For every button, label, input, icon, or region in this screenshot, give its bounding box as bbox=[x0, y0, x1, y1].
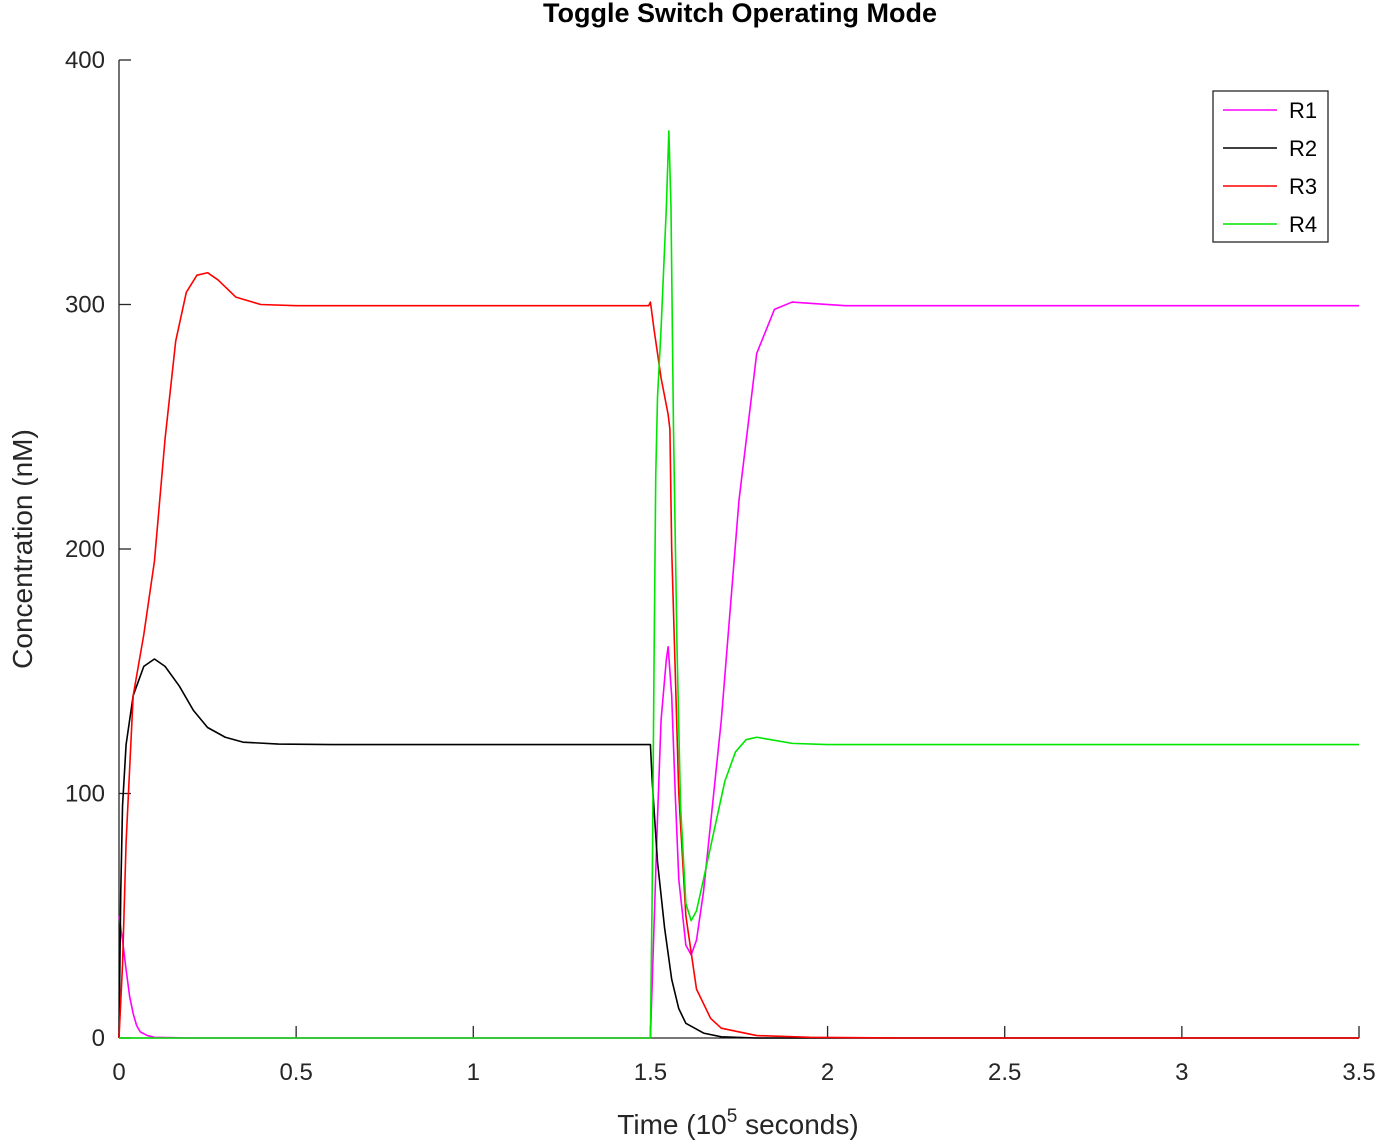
y-axis-label: Concentration (nM) bbox=[7, 429, 38, 669]
legend-box bbox=[1212, 90, 1329, 243]
x-axis-label-suffix: seconds) bbox=[737, 1109, 858, 1140]
chart-title: Toggle Switch Operating Mode bbox=[543, 0, 937, 28]
legend-label-r4: R4 bbox=[1289, 212, 1317, 237]
x-axis-label-superscript: 5 bbox=[727, 1106, 738, 1127]
x-axis-label-prefix: Time (10 bbox=[617, 1109, 726, 1140]
legend-label-r1: R1 bbox=[1289, 98, 1317, 123]
legend: R1 R2 R3 R4 bbox=[1212, 90, 1329, 243]
legend-label-r3: R3 bbox=[1289, 174, 1317, 199]
x-tick-label: 2.5 bbox=[988, 1059, 1021, 1086]
x-tick-label: 1 bbox=[467, 1059, 480, 1086]
x-tick-label: 3 bbox=[1175, 1059, 1188, 1086]
y-tick-label: 100 bbox=[65, 781, 105, 808]
x-tick-label: 1.5 bbox=[634, 1059, 667, 1086]
series-line-r4 bbox=[119, 130, 1359, 1039]
x-tick-label: 0 bbox=[112, 1059, 125, 1086]
series-line-r3 bbox=[118, 271, 1359, 1039]
series-line-r1 bbox=[118, 301, 1359, 1039]
legend-label-r2: R2 bbox=[1289, 136, 1317, 161]
x-axis-label: Time (105 seconds) bbox=[617, 1106, 858, 1140]
series-lines bbox=[118, 130, 1359, 1039]
series-line-r2 bbox=[118, 658, 1359, 1039]
ticks: 0 0.5 1 1.5 2 2.5 3 3.5 0 100 200 300 400 bbox=[65, 47, 1376, 1086]
y-tick-label: 0 bbox=[92, 1025, 105, 1052]
axes bbox=[118, 60, 1359, 1039]
x-tick-label: 0.5 bbox=[279, 1059, 312, 1086]
y-tick-label: 400 bbox=[65, 47, 105, 74]
y-tick-label: 200 bbox=[65, 536, 105, 563]
y-tick-label: 300 bbox=[65, 292, 105, 319]
x-tick-label: 3.5 bbox=[1342, 1059, 1375, 1086]
x-tick-label: 2 bbox=[821, 1059, 834, 1086]
